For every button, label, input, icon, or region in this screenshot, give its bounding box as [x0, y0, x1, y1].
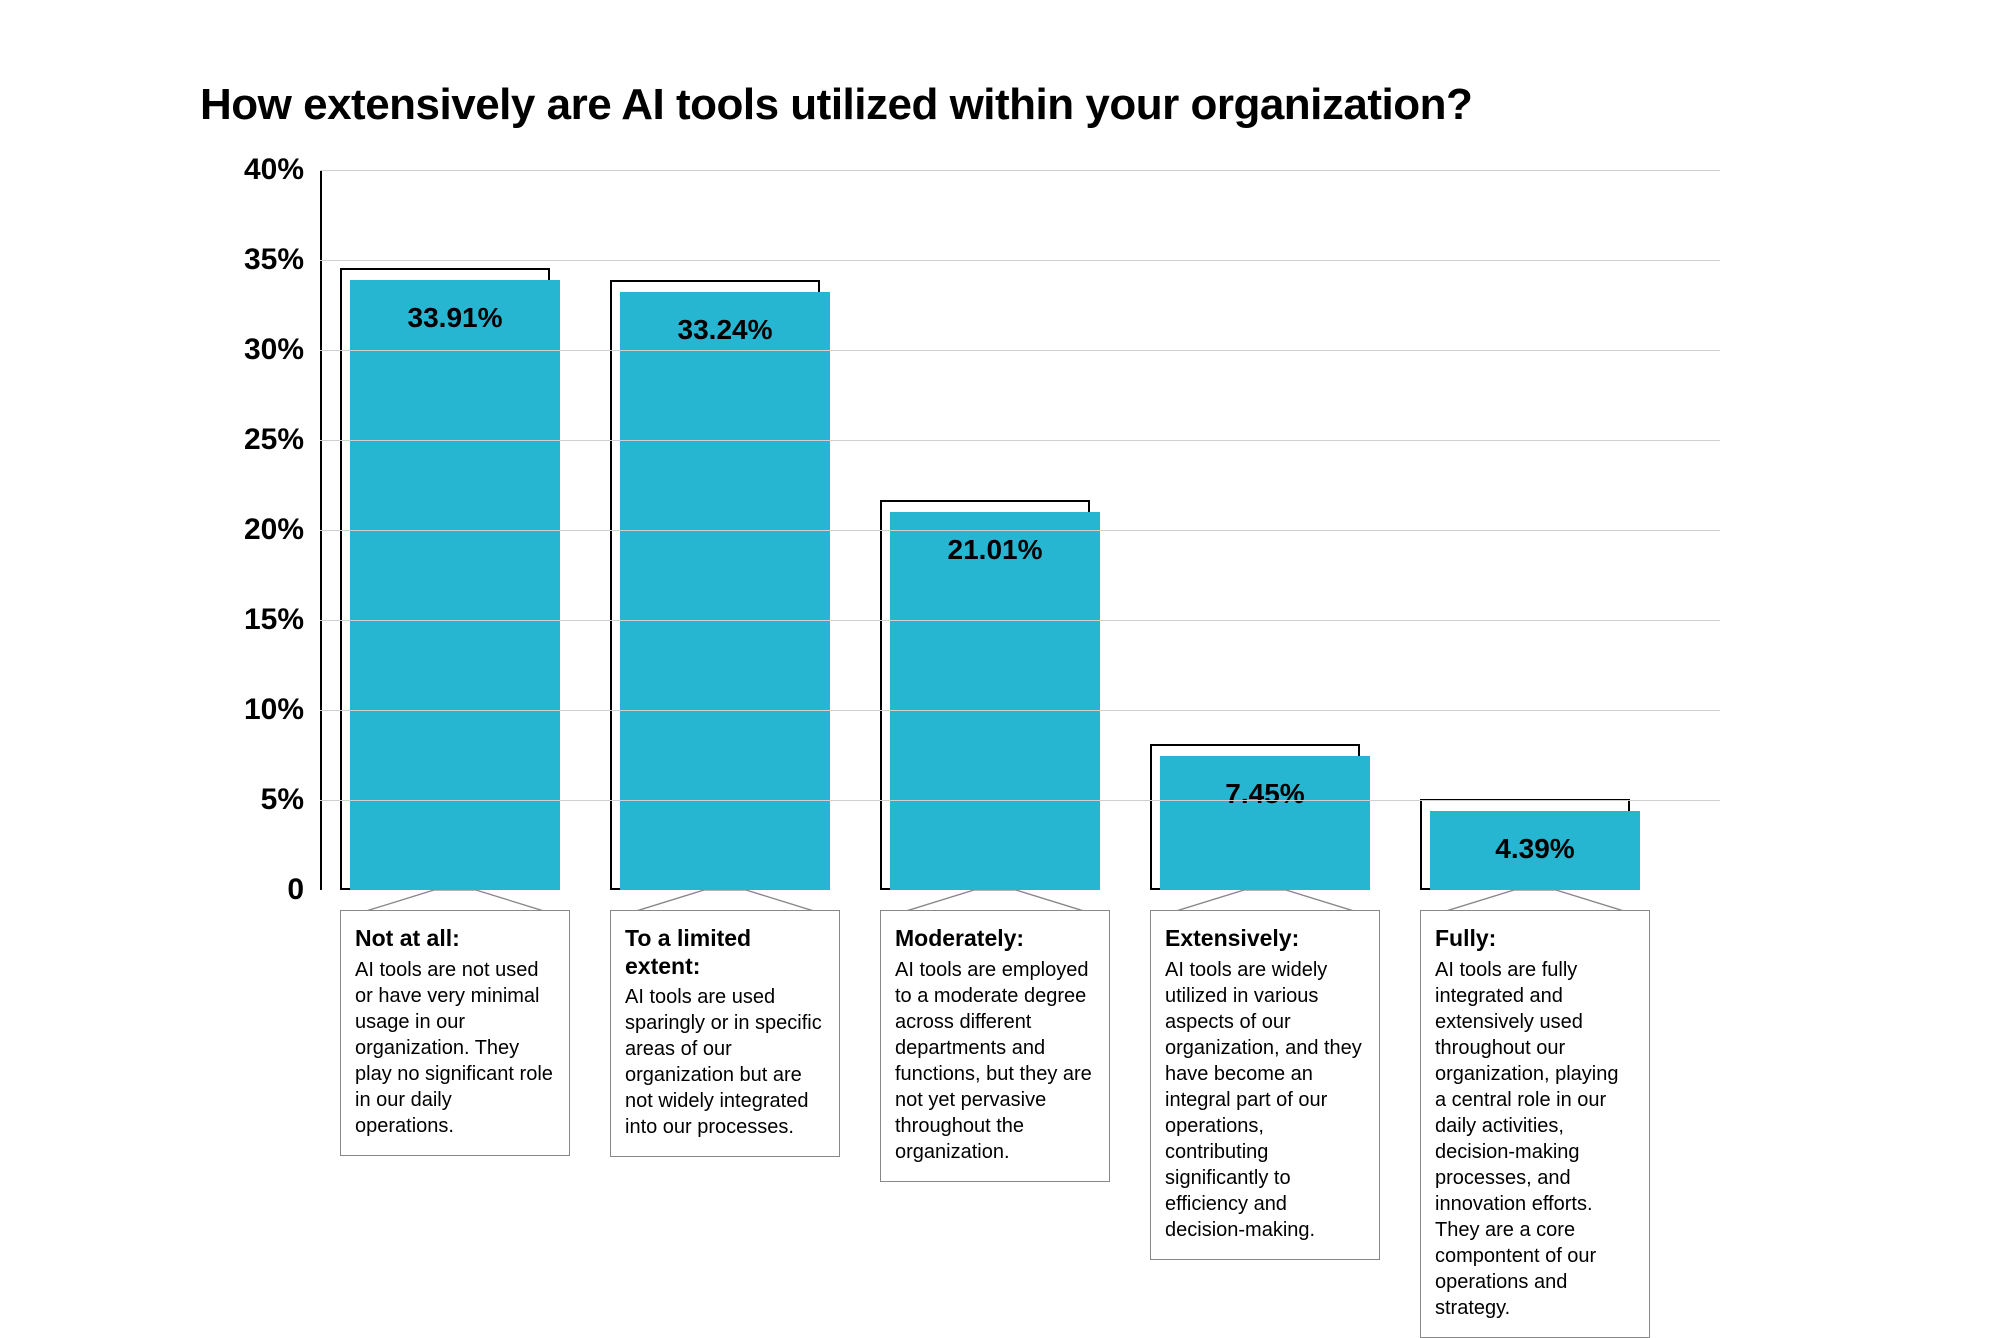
category-desc-box: Extensively: AI tools are widely utilized…	[1150, 910, 1380, 1260]
y-tick-label: 30%	[244, 333, 320, 367]
category-desc-text: AI tools are fully integrated and extens…	[1435, 957, 1635, 1321]
y-tick-label: 40%	[244, 153, 320, 187]
gridline	[320, 620, 1720, 621]
bar	[350, 280, 560, 890]
y-tick-label: 5%	[261, 783, 320, 817]
y-tick-label: 25%	[244, 423, 320, 457]
chart-wrap: How extensively are AI tools utilized wi…	[0, 0, 2000, 1297]
category-desc-text: AI tools are used sparingly or in specif…	[625, 984, 825, 1140]
y-tick-label: 0	[287, 873, 320, 907]
gridline	[320, 530, 1720, 531]
category-desc-title: Extensively:	[1165, 925, 1365, 953]
gridline	[320, 170, 1720, 171]
gridline	[320, 440, 1720, 441]
category-desc-title: Not at all:	[355, 925, 555, 953]
category-desc-title: Moderately:	[895, 925, 1095, 953]
chart-title: How extensively are AI tools utilized wi…	[200, 80, 1900, 130]
bar-chart: 33.91%33.24%21.01%7.45%4.39% Not at all:…	[320, 170, 1720, 890]
category-desc-box: To a limited extent:AI tools are used sp…	[610, 910, 840, 1157]
y-tick-label: 15%	[244, 603, 320, 637]
category-desc-title: Fully:	[1435, 925, 1635, 953]
category-desc-title: To a limited extent:	[625, 925, 825, 980]
bar-value-label: 33.24%	[620, 314, 830, 346]
category-desc-text: AI tools are employed to a moderate degr…	[895, 957, 1095, 1165]
gridline	[320, 710, 1720, 711]
bar	[1160, 756, 1370, 890]
bar	[890, 512, 1100, 890]
y-tick-label: 35%	[244, 243, 320, 277]
gridline	[320, 350, 1720, 351]
category-desc-text: AI tools are widely utilized in various …	[1165, 957, 1365, 1243]
bar-value-label: 21.01%	[890, 534, 1100, 566]
gridline	[320, 260, 1720, 261]
category-desc-box: Fully: AI tools are fully integrated and …	[1420, 910, 1650, 1338]
category-desc-box: Moderately: AI tools are employed to a mo…	[880, 910, 1110, 1182]
bar-value-label: 7.45%	[1160, 778, 1370, 810]
category-desc-box: Not at all: AI tools are not used or have…	[340, 910, 570, 1156]
bar-value-label: 4.39%	[1430, 833, 1640, 865]
y-tick-label: 10%	[244, 693, 320, 727]
gridline	[320, 800, 1720, 801]
y-tick-label: 20%	[244, 513, 320, 547]
bar-value-label: 33.91%	[350, 302, 560, 334]
category-desc-text: AI tools are not used or have very minim…	[355, 957, 555, 1139]
